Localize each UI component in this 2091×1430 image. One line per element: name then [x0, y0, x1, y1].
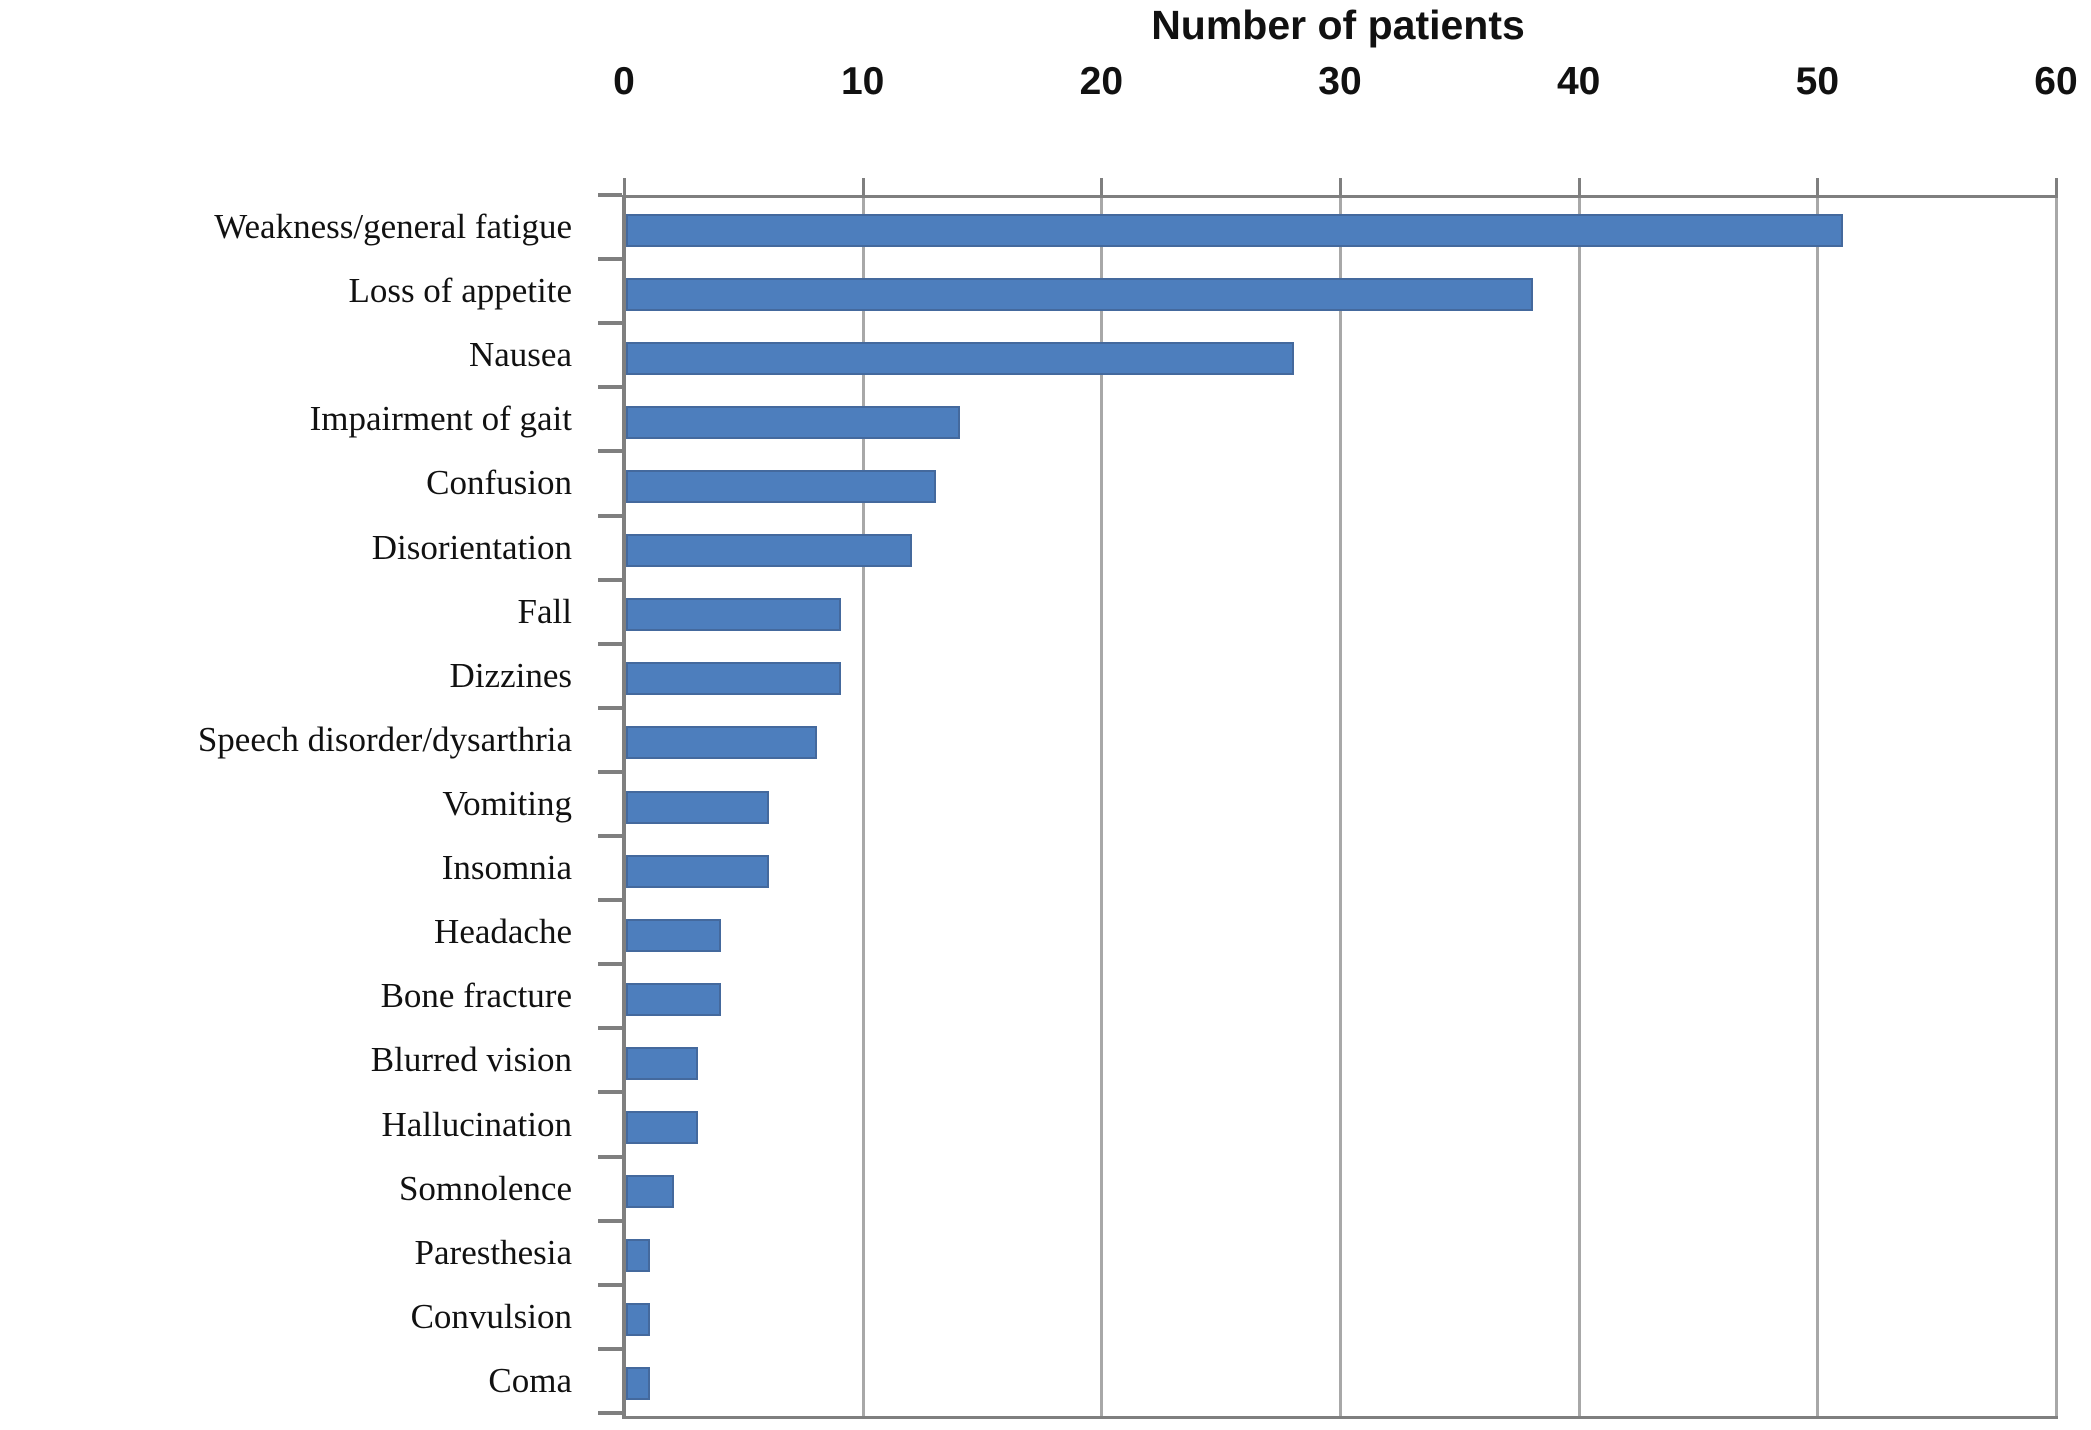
y-tick-mark [598, 385, 622, 390]
y-tick-mark [598, 705, 622, 710]
bar [626, 1239, 650, 1273]
x-tick-mark [1100, 178, 1104, 195]
y-tick-mark [598, 1154, 622, 1159]
bar [626, 1175, 674, 1209]
x-tick-label: 10 [840, 60, 885, 103]
bar [626, 213, 1844, 247]
bar [626, 598, 841, 632]
category-label: Headache [434, 912, 572, 952]
chart-title: Number of patients [1151, 2, 1525, 48]
bar [626, 726, 817, 760]
bar [626, 277, 1533, 311]
category-label: Weakness/general fatigue [214, 207, 572, 247]
x-tick-label: 0 [613, 60, 635, 103]
gridline [2055, 198, 2058, 1416]
bar [626, 1367, 650, 1401]
y-tick-mark [598, 898, 622, 903]
bar [626, 982, 722, 1016]
category-label: Convulsion [410, 1296, 572, 1336]
category-label: Disorientation [371, 527, 572, 567]
plot-area [622, 195, 2058, 1419]
bar [626, 1046, 698, 1080]
y-tick-mark [598, 257, 622, 262]
category-label: Coma [488, 1360, 572, 1400]
category-label: Impairment of gait [309, 399, 572, 439]
bar [626, 469, 937, 503]
gridline [1100, 198, 1104, 1416]
category-label: Bone fracture [380, 976, 572, 1016]
x-tick-label: 30 [1318, 60, 1362, 103]
bar [626, 790, 770, 824]
x-tick-mark [861, 178, 865, 195]
x-tick-mark [1816, 178, 1820, 195]
category-label: Insomnia [441, 848, 572, 888]
y-tick-mark [598, 1282, 622, 1287]
y-tick-mark [598, 641, 622, 646]
category-label: Hallucination [381, 1104, 572, 1144]
bar [626, 534, 913, 568]
x-tick-label: 60 [2034, 60, 2078, 103]
x-tick-mark [2055, 178, 2058, 195]
gridline [1577, 198, 1581, 1416]
bar [626, 405, 961, 439]
y-tick-mark [598, 577, 622, 582]
category-label: Vomiting [442, 784, 572, 823]
category-label: Fall [517, 591, 572, 631]
y-tick-mark [598, 769, 622, 774]
category-label: Paresthesia [414, 1232, 572, 1272]
category-label: Nausea [468, 335, 572, 375]
y-tick-mark [598, 1346, 622, 1351]
y-tick-mark [598, 1411, 622, 1415]
y-tick-mark [598, 1026, 622, 1031]
bar [626, 1303, 650, 1337]
category-label: Loss of appetite [348, 271, 572, 311]
gridline [861, 198, 865, 1416]
gridline [1816, 198, 1820, 1416]
x-tick-mark [1339, 178, 1342, 195]
y-tick-mark [598, 1218, 622, 1223]
y-tick-mark [598, 449, 622, 454]
y-tick-mark [598, 1090, 622, 1095]
y-tick-mark [598, 193, 622, 197]
category-label: Speech disorder/dysarthria [197, 719, 572, 759]
bar [626, 1111, 698, 1145]
gridline [1339, 198, 1342, 1416]
x-tick-label: 20 [1079, 60, 1124, 103]
bar [626, 854, 770, 888]
y-tick-mark [598, 834, 622, 839]
x-tick-mark [623, 178, 626, 195]
y-tick-mark [598, 321, 622, 326]
category-label: Blurred vision [370, 1040, 572, 1080]
x-tick-mark [1577, 178, 1581, 195]
category-label: Dizzines [449, 655, 572, 695]
category-label: Somnolence [398, 1168, 572, 1208]
category-label: Confusion [426, 463, 572, 503]
y-tick-mark [598, 513, 622, 518]
bar [626, 662, 841, 696]
y-tick-mark [598, 962, 622, 967]
x-tick-label: 40 [1556, 60, 1601, 103]
bar [626, 918, 722, 952]
bar [626, 341, 1295, 375]
x-tick-label: 50 [1795, 60, 1840, 103]
